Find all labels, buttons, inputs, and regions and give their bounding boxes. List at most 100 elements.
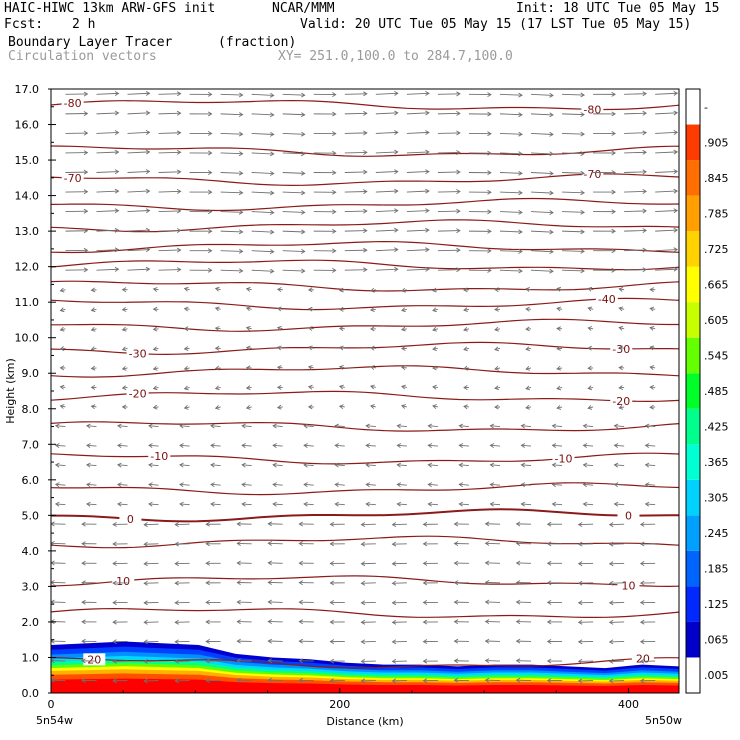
y-axis-title: Height (km) xyxy=(4,358,17,424)
vector-shaft xyxy=(344,249,367,252)
x-end-location: 5n50w xyxy=(645,714,682,727)
vector-shaft xyxy=(158,151,181,154)
vector-shaft xyxy=(499,269,523,272)
vector-head xyxy=(580,131,585,137)
vector-head xyxy=(487,131,492,137)
vector-head xyxy=(360,561,366,567)
vector-shaft xyxy=(344,191,367,193)
vector-head xyxy=(644,443,650,448)
vector-shaft xyxy=(614,444,625,447)
vector-head xyxy=(241,482,246,488)
vector-head xyxy=(207,131,213,136)
vector-head xyxy=(298,560,304,566)
vector-head xyxy=(456,208,461,214)
vector-head xyxy=(489,443,495,448)
vector-head xyxy=(332,111,337,117)
vector-head xyxy=(329,658,335,664)
vector-head xyxy=(396,443,402,448)
y-tick-label: 13.0 xyxy=(15,225,40,238)
isotherm-label: 20 xyxy=(87,653,101,666)
vector-head xyxy=(432,384,437,390)
vector-head xyxy=(518,92,523,98)
vector-shaft xyxy=(220,191,243,194)
vector-head xyxy=(276,287,282,293)
vector-head xyxy=(300,151,306,157)
vector-head xyxy=(577,619,583,625)
isotherm-line xyxy=(51,219,679,233)
vector-shaft xyxy=(459,483,469,486)
vector-head xyxy=(422,600,428,605)
vector-shaft xyxy=(282,250,305,252)
vector-head xyxy=(484,658,490,664)
vector-shaft xyxy=(335,483,345,486)
vector-head xyxy=(458,423,464,429)
vector-shaft xyxy=(428,425,438,427)
vector-shaft xyxy=(437,210,460,213)
vector-shaft xyxy=(490,425,501,427)
boundary-layer-tracer-fill xyxy=(51,641,679,693)
vector-shaft xyxy=(375,268,398,271)
vector-head xyxy=(238,229,244,235)
vector-head xyxy=(276,385,282,390)
vector-head xyxy=(238,170,244,176)
vector-head xyxy=(432,346,437,352)
vector-head xyxy=(484,638,490,644)
vector-head xyxy=(365,462,371,468)
vector-head xyxy=(214,365,220,371)
vector-head xyxy=(143,639,148,645)
vector-head xyxy=(179,443,184,448)
vector-shaft xyxy=(490,483,501,486)
vector-head xyxy=(577,561,583,567)
vector-shaft xyxy=(552,464,563,467)
vector-head xyxy=(608,600,614,606)
vector-head xyxy=(236,521,241,527)
vector-head xyxy=(427,423,433,429)
vector-head xyxy=(210,462,215,468)
vector-head xyxy=(370,384,375,390)
vector-head xyxy=(577,541,583,547)
vector-shaft xyxy=(531,230,554,233)
vector-head xyxy=(487,209,492,215)
vector-shaft xyxy=(127,112,150,115)
vector-head xyxy=(456,267,461,273)
vector-shaft xyxy=(282,269,305,272)
vector-head xyxy=(644,462,650,468)
vector-shaft xyxy=(499,93,523,96)
vector-head xyxy=(427,443,433,448)
vector-head xyxy=(649,325,655,331)
vector-head xyxy=(649,384,655,390)
vector-head xyxy=(51,658,55,664)
vector-head xyxy=(391,561,397,567)
vector-shaft xyxy=(655,170,678,173)
vector-shaft xyxy=(366,503,376,506)
vector-shaft xyxy=(397,464,407,467)
vector-head xyxy=(307,365,313,370)
vector-head xyxy=(487,228,492,234)
vector-head xyxy=(54,482,60,488)
vector-head xyxy=(148,423,153,429)
vector-head xyxy=(618,365,623,371)
vector-head xyxy=(205,619,210,625)
vector-head xyxy=(205,541,210,547)
init-time: Init: 18 UTC Tue 05 May 15 xyxy=(516,1,720,16)
vector-head xyxy=(401,307,406,313)
vector-head xyxy=(114,91,120,96)
vector-head xyxy=(649,365,655,370)
y-tick-label: 7.0 xyxy=(22,438,40,451)
vector-head xyxy=(300,170,306,176)
vector-head xyxy=(121,346,127,352)
vector-head xyxy=(300,190,306,196)
vector-head xyxy=(642,228,647,233)
vector-shaft xyxy=(499,172,523,174)
isotherm-line xyxy=(51,482,679,496)
vector-head xyxy=(267,658,273,664)
vector-head xyxy=(518,170,523,176)
vector-head xyxy=(303,501,308,507)
vector-head xyxy=(425,227,430,233)
vector-shaft xyxy=(624,132,647,134)
vector-head xyxy=(546,541,552,547)
vector-head xyxy=(453,580,459,586)
vector-head xyxy=(494,326,499,332)
vector-shaft xyxy=(531,250,554,253)
vector-shaft xyxy=(366,464,376,467)
